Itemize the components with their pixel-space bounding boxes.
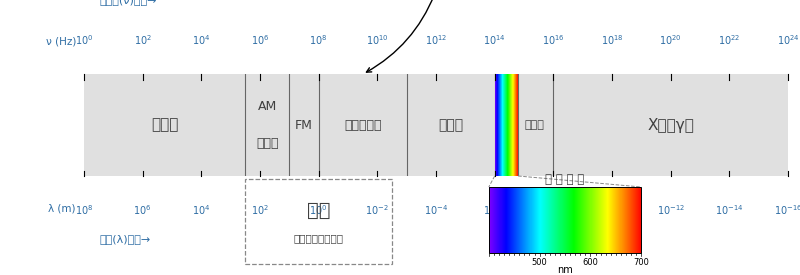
- Text: 500: 500: [532, 258, 547, 267]
- Text: 紫外線: 紫外線: [524, 120, 544, 130]
- Text: FM: FM: [295, 119, 313, 132]
- Text: $10^{0}$: $10^{0}$: [310, 204, 328, 217]
- Text: nm: nm: [557, 265, 573, 275]
- Text: 電波: 電波: [307, 201, 330, 220]
- Text: $10^{8}$: $10^{8}$: [310, 33, 328, 47]
- Text: $10^{4}$: $10^{4}$: [192, 33, 210, 47]
- Text: 600: 600: [582, 258, 598, 267]
- Text: $10^{2}$: $10^{2}$: [134, 33, 152, 47]
- Text: $10^{-12}$: $10^{-12}$: [657, 204, 685, 217]
- Text: $10^{-14}$: $10^{-14}$: [715, 204, 744, 217]
- Text: $10^{2}$: $10^{2}$: [251, 204, 269, 217]
- Text: $10^{14}$: $10^{14}$: [483, 33, 506, 47]
- Text: $10^{22}$: $10^{22}$: [718, 33, 741, 47]
- Text: AM: AM: [258, 100, 277, 113]
- Text: $10^{-2}$: $10^{-2}$: [366, 204, 390, 217]
- Text: ν (Hz): ν (Hz): [46, 37, 76, 47]
- Text: マイクロ波: マイクロ波: [344, 119, 382, 132]
- Text: $10^{-8}$: $10^{-8}$: [542, 204, 566, 217]
- Text: 可 視 光 線: 可 視 光 線: [546, 173, 585, 186]
- Text: $10^{20}$: $10^{20}$: [659, 33, 682, 47]
- Text: $10^{6}$: $10^{6}$: [250, 33, 270, 47]
- Text: $10^{10}$: $10^{10}$: [366, 33, 389, 47]
- Text: $10^{-6}$: $10^{-6}$: [482, 204, 506, 217]
- Text: X線、γ線: X線、γ線: [647, 118, 694, 133]
- Text: $10^{4}$: $10^{4}$: [192, 204, 210, 217]
- Text: $10^{8}$: $10^{8}$: [75, 204, 93, 217]
- Text: $10^{-16}$: $10^{-16}$: [774, 204, 800, 217]
- Text: 長　波: 長 波: [151, 118, 178, 133]
- Text: $10^{-10}$: $10^{-10}$: [598, 204, 626, 217]
- Text: 一般的な無線通信: 一般的な無線通信: [294, 233, 344, 243]
- Text: $10^{18}$: $10^{18}$: [601, 33, 623, 47]
- Text: 700: 700: [634, 258, 650, 267]
- Text: 波長(λ)短い→: 波長(λ)短い→: [100, 234, 151, 244]
- Text: $10^{0}$: $10^{0}$: [74, 33, 94, 47]
- Text: $10^{16}$: $10^{16}$: [542, 33, 565, 47]
- Text: $10^{-4}$: $10^{-4}$: [424, 204, 448, 217]
- Text: $10^{12}$: $10^{12}$: [425, 33, 447, 47]
- Text: 赤外線: 赤外線: [438, 118, 463, 132]
- Text: この辺がWi-Fi: この辺がWi-Fi: [366, 0, 467, 72]
- Text: 周波数(ν)高い→: 周波数(ν)高い→: [100, 0, 158, 5]
- Text: $10^{24}$: $10^{24}$: [777, 33, 799, 47]
- Text: 短　波: 短 波: [256, 137, 278, 150]
- Text: λ (m): λ (m): [49, 204, 76, 213]
- Text: $10^{6}$: $10^{6}$: [134, 204, 152, 217]
